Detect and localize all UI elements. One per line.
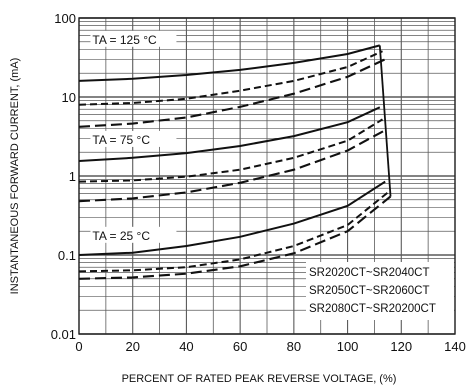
x-tick-label: 40 — [179, 339, 193, 354]
y-tick-label: 0.01 — [51, 327, 76, 342]
x-tick-label: 120 — [390, 339, 412, 354]
legend-item: SR2050CT~SR2060CT — [309, 285, 430, 297]
annotation-background — [90, 130, 177, 147]
y-tick-label: 10 — [62, 90, 76, 105]
y-tick-label: 1 — [69, 169, 76, 184]
y-tick-label: 0.1 — [58, 248, 76, 263]
series-line — [78, 195, 392, 280]
connector-line — [378, 45, 392, 197]
temperature-annotation: TA = 125 °C — [92, 33, 157, 47]
y-tick-label: 100 — [54, 11, 76, 26]
x-tick-label: 140 — [444, 339, 466, 354]
temperature-annotation: TA = 75 °C — [92, 133, 150, 147]
annotation-background — [90, 30, 177, 47]
x-tick-label: 0 — [75, 339, 82, 354]
plot-frame — [78, 17, 456, 335]
legend-item: SR2080CT~SR20200CT — [309, 303, 436, 315]
x-tick-label: 60 — [233, 339, 247, 354]
series-line — [78, 58, 386, 128]
legend-item: SR2020CT~SR2040CT — [309, 267, 430, 279]
series-line — [78, 106, 381, 162]
x-tick-label: 100 — [337, 339, 359, 354]
y-axis-title: INSTANTANEOUS FORWARD CURRENT, (mA) — [9, 58, 21, 295]
legend-box — [306, 262, 454, 320]
series-line — [78, 180, 386, 256]
x-tick-label: 80 — [287, 339, 301, 354]
x-axis-title: PERCENT OF RATED PEAK REVERSE VOLTAGE, (… — [122, 373, 397, 385]
series-line — [78, 44, 381, 82]
temperature-annotation: TA = 25 °C — [92, 229, 150, 243]
annotation-background — [90, 226, 177, 243]
series-line — [78, 129, 386, 203]
x-tick-label: 20 — [125, 339, 139, 354]
